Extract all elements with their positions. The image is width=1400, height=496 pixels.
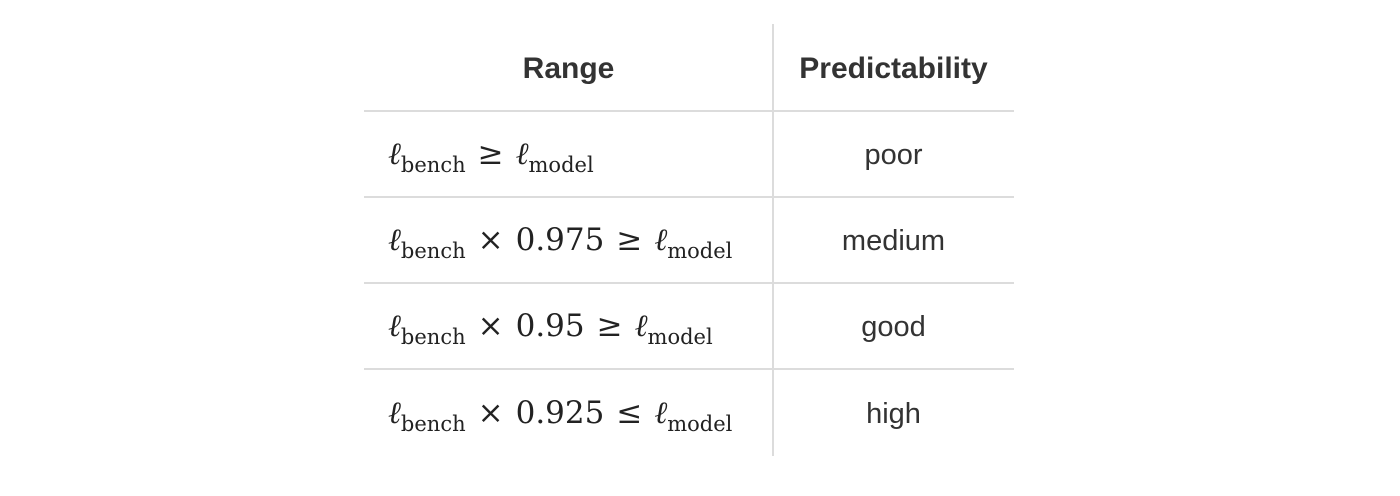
relation-operator: ≤ [616, 395, 643, 431]
factor-value: 0.95 [515, 308, 585, 344]
subscript-bench: bench [400, 153, 466, 177]
ell-symbol: ℓ [654, 222, 668, 258]
ell-symbol: ℓ [388, 308, 401, 344]
ell-symbol: ℓ [388, 136, 401, 172]
predictability-cell: poor [773, 112, 1014, 196]
range-formula: ℓbench × 0.95 ≥ ℓmodel [364, 308, 713, 348]
header-cell-predictability: Predictability [773, 24, 1014, 110]
ell-symbol: ℓ [388, 395, 401, 431]
predictability-value: good [861, 310, 926, 343]
factor-value: 0.975 [515, 222, 605, 258]
table-row: ℓbench × 0.925 ≤ ℓmodel high [364, 370, 1014, 456]
header-predictability-label: Predictability [799, 52, 988, 85]
ell-symbol: ℓ [634, 308, 648, 344]
relation-operator: ≥ [477, 136, 504, 172]
ell-symbol: ℓ [388, 222, 401, 258]
subscript-bench: bench [400, 325, 466, 349]
relation-operator: ≥ [596, 308, 623, 344]
multiply-operator: × [477, 308, 504, 344]
range-predictability-table: Range Predictability ℓbench ≥ ℓmodel poor … [364, 24, 1014, 456]
subscript-model: model [667, 412, 733, 436]
table-header-row: Range Predictability [364, 24, 1014, 112]
predictability-value: poor [864, 138, 923, 171]
predictability-value: high [866, 397, 921, 430]
subscript-model: model [528, 153, 594, 177]
table-row: ℓbench × 0.95 ≥ ℓmodel good [364, 284, 1014, 370]
predictability-value: medium [841, 224, 946, 257]
ell-symbol: ℓ [515, 136, 529, 172]
range-formula: ℓbench × 0.925 ≤ ℓmodel [364, 395, 732, 435]
ell-symbol: ℓ [654, 395, 668, 431]
multiply-operator: × [477, 395, 504, 431]
table-row: ℓbench × 0.975 ≥ ℓmodel medium [364, 198, 1014, 284]
range-formula: ℓbench × 0.975 ≥ ℓmodel [364, 222, 732, 262]
header-range-label: Range [522, 52, 615, 85]
multiply-operator: × [477, 222, 504, 258]
predictability-cell: medium [773, 198, 1014, 282]
subscript-model: model [667, 239, 733, 263]
header-cell-range: Range [364, 24, 773, 110]
range-cell: ℓbench × 0.925 ≤ ℓmodel [364, 370, 773, 456]
range-cell: ℓbench × 0.975 ≥ ℓmodel [364, 198, 773, 282]
subscript-bench: bench [400, 239, 466, 263]
column-divider [772, 24, 774, 456]
subscript-model: model [647, 325, 713, 349]
range-formula: ℓbench ≥ ℓmodel [364, 136, 594, 176]
relation-operator: ≥ [616, 222, 643, 258]
range-cell: ℓbench ≥ ℓmodel [364, 112, 773, 196]
factor-value: 0.925 [515, 395, 605, 431]
subscript-bench: bench [400, 412, 466, 436]
predictability-cell: good [773, 284, 1014, 368]
predictability-cell: high [773, 370, 1014, 456]
table-row: ℓbench ≥ ℓmodel poor [364, 112, 1014, 198]
range-cell: ℓbench × 0.95 ≥ ℓmodel [364, 284, 773, 368]
